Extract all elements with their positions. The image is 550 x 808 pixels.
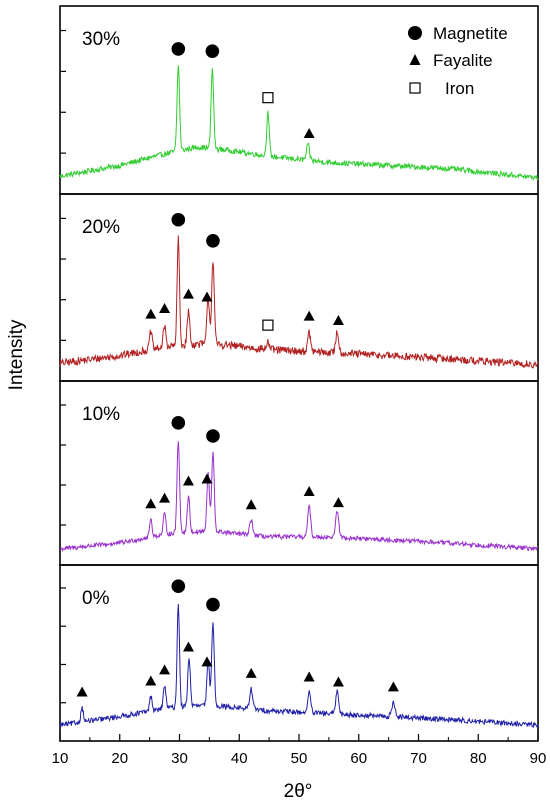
x-tick-label: 60 [350, 750, 367, 767]
magnetite-marker [206, 429, 220, 443]
fayalite-marker [182, 641, 194, 652]
series-line-1 [59, 235, 539, 369]
fayalite-marker [145, 498, 157, 509]
series-line-0 [59, 65, 539, 182]
magnetite-marker [171, 42, 186, 56]
panel-1: 20% [59, 193, 539, 382]
fayalite-marker [303, 671, 315, 682]
legend-magnetite-marker [408, 26, 422, 40]
panel-frame [59, 380, 539, 566]
fayalite-marker [201, 656, 213, 667]
fayalite-marker [159, 492, 171, 503]
fayalite-marker [332, 315, 344, 326]
fayalite-marker [332, 497, 344, 508]
x-tick-label: 50 [291, 750, 308, 767]
x-tick-label: 30 [171, 750, 188, 767]
fayalite-marker [182, 288, 194, 299]
panels-group: 30% 20% 10% 0% [59, 5, 539, 742]
x-tick-label: 90 [530, 750, 547, 767]
fayalite-marker [245, 667, 257, 678]
legend-label: Iron [445, 79, 474, 98]
fayalite-marker [145, 675, 157, 686]
magnetite-marker [171, 579, 186, 594]
fayalite-marker [303, 310, 315, 321]
fayalite-marker [145, 308, 157, 319]
legend-label: Fayalite [433, 51, 493, 70]
fayalite-marker [303, 486, 315, 497]
iron-marker [262, 92, 274, 104]
panel-label: 20% [82, 217, 120, 238]
legend-label: Magnetite [433, 24, 508, 43]
x-tick-label: 20 [111, 750, 128, 767]
magnetite-marker [206, 597, 220, 612]
magnetite-marker [205, 44, 220, 58]
panel-label: 30% [82, 29, 120, 50]
x-tick-label: 70 [410, 750, 427, 767]
legend: Magnetite Fayalite Iron [408, 24, 508, 98]
x-tick-label: 40 [231, 750, 248, 767]
fayalite-marker [245, 499, 257, 510]
fayalite-marker [159, 302, 171, 313]
panel-2: 10% [59, 380, 539, 566]
fayalite-marker [201, 291, 213, 302]
legend-fayalite-marker [409, 54, 421, 65]
x-tick-label: 80 [470, 750, 487, 767]
x-axis-label: 2θ° [284, 781, 313, 802]
fayalite-marker [332, 676, 344, 687]
legend-iron-marker [409, 82, 421, 94]
panel-label: 10% [82, 404, 120, 425]
iron-marker [262, 319, 274, 331]
fayalite-marker [387, 681, 399, 692]
panel-label: 0% [82, 588, 110, 609]
magnetite-marker [171, 212, 186, 227]
series-line-3 [59, 604, 539, 729]
fayalite-marker [303, 128, 315, 139]
fayalite-marker [182, 475, 194, 486]
x-axis: 10 20 30 40 50 60 70 80 90 [52, 734, 547, 767]
x-tick-label: 10 [52, 750, 69, 767]
magnetite-marker [171, 416, 186, 430]
series-line-2 [59, 441, 539, 553]
fayalite-marker [76, 686, 88, 697]
fayalite-marker [201, 473, 213, 484]
y-axis-label: Intensity [6, 319, 27, 390]
panel-3: 0% [59, 564, 539, 742]
magnetite-marker [206, 233, 220, 248]
fayalite-marker [159, 664, 171, 675]
